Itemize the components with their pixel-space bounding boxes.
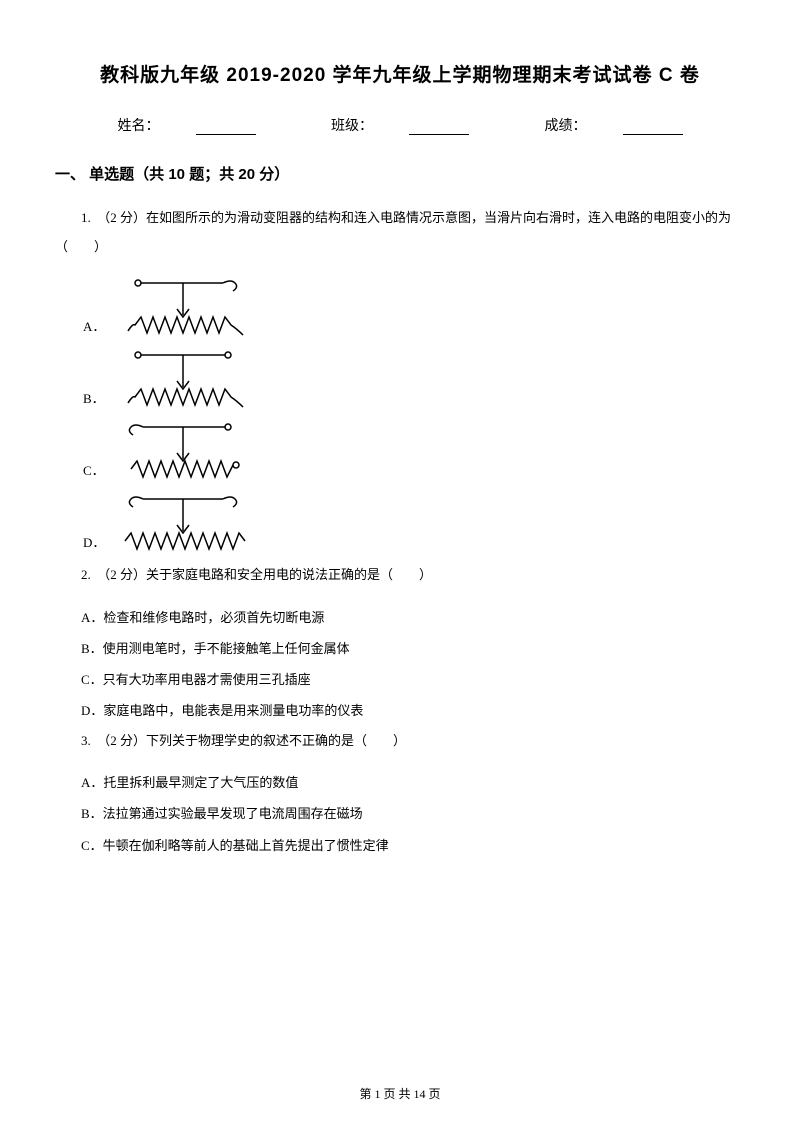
q3-option-b: B．法拉第通过实验最早发现了电流周围存在磁场 [55,798,745,829]
rheostat-diagram-c [113,417,253,487]
name-label: 姓名： [100,119,274,134]
q2-option-b: B．使用测电笔时，手不能接触笔上任何金属体 [55,633,745,664]
exam-title: 教科版九年级 2019-2020 学年九年级上学期物理期末考试试卷 C 卷 [55,60,745,87]
rheostat-diagram-a [113,273,253,343]
option-label-d: D． [83,532,105,559]
option-label-b: B． [83,388,105,415]
rheostat-diagram-b [113,345,253,415]
question-3-text: 3. （2 分）下列关于物理学史的叙述不正确的是（ ） [55,727,745,756]
q3-option-c: C．牛顿在伽利略等前人的基础上首先提出了惯性定律 [55,830,745,861]
rheostat-diagram-d [113,489,253,559]
q1-option-c: C． [83,417,745,487]
class-label: 班级： [313,119,487,134]
q2-option-c: C．只有大功率用电器才需使用三孔插座 [55,664,745,695]
q1-option-d: D． [83,489,745,559]
score-label: 成绩： [527,119,701,134]
student-info-row: 姓名： 班级： 成绩： [55,115,745,135]
page-footer: 第 1 页 共 14 页 [0,1085,800,1102]
question-2-text: 2. （2 分）关于家庭电路和安全用电的说法正确的是（ ） [55,561,745,590]
question-1-text: 1. （2 分）在如图所示的为滑动变阻器的结构和连入电路情况示意图，当滑片向右滑… [55,204,745,261]
q3-option-a: A．托里拆利最早测定了大气压的数值 [55,767,745,798]
option-label-a: A． [83,316,105,343]
q2-option-d: D．家庭电路中，电能表是用来测量电功率的仪表 [55,695,745,726]
q2-option-a: A．检查和维修电路时，必须首先切断电源 [55,602,745,633]
option-label-c: C． [83,460,105,487]
section-header: 一、 单选题（共 10 题；共 20 分） [55,163,745,184]
q1-option-b: B． [83,345,745,415]
q1-option-a: A． [83,273,745,343]
